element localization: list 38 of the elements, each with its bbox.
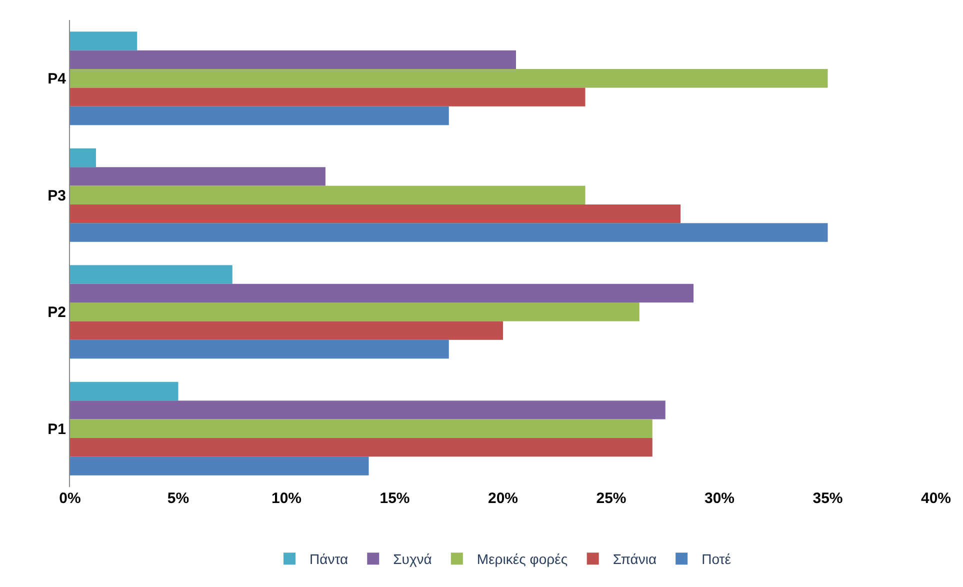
bar (70, 321, 503, 340)
bar (70, 382, 178, 401)
bar (70, 438, 652, 457)
x-tick-label: 10% (271, 490, 302, 507)
y-tick-label: P4 (48, 70, 67, 88)
bar (70, 302, 640, 322)
bar (70, 106, 449, 126)
legend-label: Μερικές φορές (476, 551, 568, 568)
bar (70, 419, 652, 438)
y-tick-label: P1 (48, 420, 66, 438)
legend-label: Ποτέ (702, 551, 732, 568)
x-tick-label: 15% (380, 490, 410, 507)
y-tick-label: P3 (48, 187, 66, 204)
bar (70, 400, 666, 420)
bar (70, 456, 369, 476)
x-tick-label: 35% (812, 490, 843, 507)
bar (70, 88, 586, 106)
x-tick-label: 40% (920, 490, 952, 507)
x-tick-label: 5% (167, 490, 190, 507)
bar (70, 340, 449, 359)
x-tick-label: 0% (59, 490, 81, 507)
bar (70, 284, 694, 303)
bar (70, 265, 232, 284)
bar (70, 32, 138, 50)
bar (70, 204, 681, 224)
bar (70, 50, 516, 70)
bar (70, 167, 326, 186)
legend-label: Πάντα (310, 551, 348, 568)
x-tick-label: 20% (488, 490, 518, 507)
bar (70, 186, 586, 204)
bar (70, 69, 828, 88)
bar (70, 148, 96, 168)
x-tick-label: 25% (596, 490, 626, 507)
y-tick-label: P2 (48, 304, 66, 322)
legend-label: Συχνά (393, 551, 432, 568)
legend-label: Σπάνια (612, 551, 657, 568)
bar (70, 223, 828, 242)
x-tick-label: 30% (704, 490, 735, 507)
